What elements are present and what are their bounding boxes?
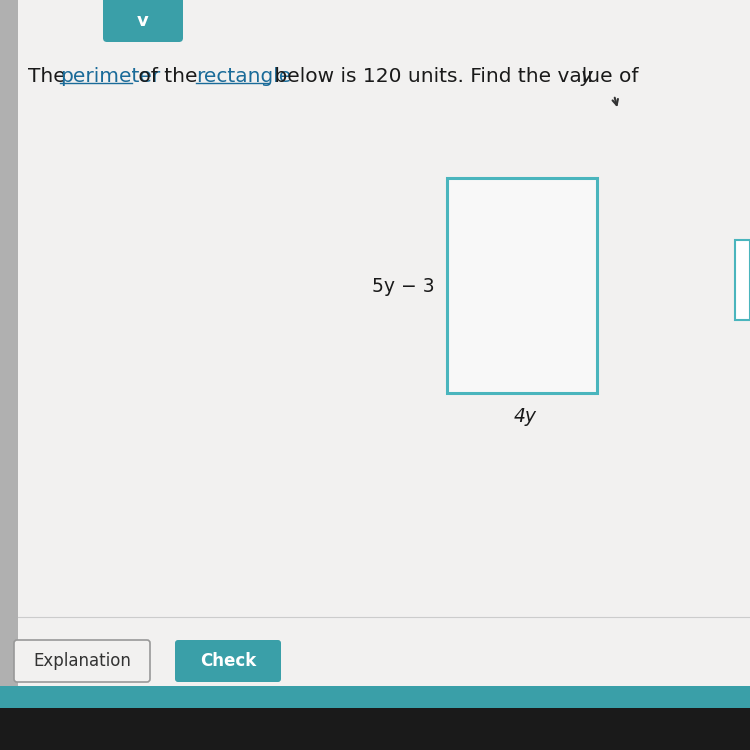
Text: v: v [137,12,148,30]
Bar [0,686,750,708]
Text: perimeter: perimeter [60,67,160,86]
Bar [735,240,750,320]
Text: rectangle: rectangle [196,67,291,86]
Bar [0,0,18,750]
Text: The: The [28,67,72,86]
FancyBboxPatch shape [103,0,183,42]
Text: 5y − 3: 5y − 3 [372,278,435,296]
FancyBboxPatch shape [14,640,150,682]
Bar [447,178,597,393]
Text: below is 120 units. Find the value of: below is 120 units. Find the value of [268,67,645,86]
Bar [0,708,750,750]
Text: of the: of the [132,67,204,86]
Text: y: y [580,67,592,86]
Text: Check: Check [200,652,256,670]
Text: .: . [587,67,593,86]
FancyBboxPatch shape [175,640,281,682]
Text: Explanation: Explanation [33,652,131,670]
Text: 4y: 4y [514,407,536,426]
